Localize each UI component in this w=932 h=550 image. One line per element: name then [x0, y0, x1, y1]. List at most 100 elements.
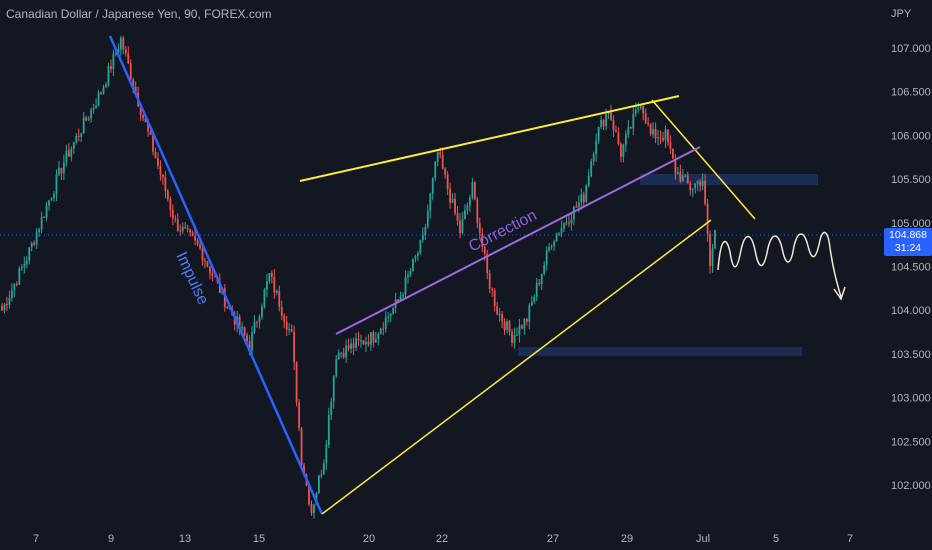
currency-label: JPY: [891, 8, 912, 20]
candle-body: [369, 332, 372, 345]
candle-body: [632, 113, 635, 129]
candle-body: [132, 79, 135, 87]
candle-body: [461, 219, 464, 234]
candle-body: [357, 338, 360, 341]
candle-body: [642, 106, 645, 114]
candle-body: [503, 321, 506, 331]
candle-body: [243, 326, 246, 336]
symbol-title: Canadian Dollar / Japanese Yen, 90, FORE…: [6, 7, 272, 21]
candle-body: [295, 362, 298, 403]
candle-body: [48, 200, 50, 206]
candle-body: [214, 276, 216, 278]
candle-body: [169, 199, 172, 210]
candle-body: [701, 180, 704, 187]
candle-body: [644, 113, 647, 124]
candle-body: [43, 216, 45, 218]
candle-body: [149, 131, 152, 135]
candle-body: [555, 233, 558, 242]
candle-body: [498, 314, 501, 316]
candle-body: [280, 307, 283, 316]
y-tick-label: 107.000: [891, 43, 931, 55]
candle-body: [662, 137, 664, 141]
candle-body: [72, 142, 75, 149]
candle-body: [164, 177, 167, 191]
candle-body: [520, 325, 523, 329]
candle-body: [3, 304, 6, 311]
candle-body: [342, 352, 345, 358]
candle-body: [513, 335, 516, 343]
candle-body: [95, 105, 97, 109]
candle-body: [377, 333, 380, 339]
candle-body: [587, 175, 590, 186]
candle-body: [639, 106, 642, 109]
lower-wedge-line: [321, 219, 712, 515]
candle-body: [362, 340, 365, 345]
candle-body: [543, 265, 546, 274]
candle-body: [545, 250, 548, 266]
candle-body: [201, 248, 204, 261]
candle-body: [704, 180, 706, 204]
candle-body: [191, 232, 194, 237]
candle-body: [476, 199, 479, 224]
candle-body: [60, 167, 63, 174]
candle-body: [273, 276, 276, 293]
time-axis[interactable]: 7 9 13 15 20 22 27 29 Jul 5 7: [33, 533, 853, 545]
candle-body: [261, 306, 263, 317]
candle-body: [174, 218, 177, 220]
price-candles: [1, 35, 716, 519]
candle-body: [374, 338, 377, 343]
candle-body: [265, 281, 268, 290]
candle-body: [654, 128, 657, 139]
candle-body: [699, 181, 702, 187]
breakdown-trend-line: [651, 99, 756, 220]
candle-body: [602, 120, 605, 127]
candle-body: [570, 219, 573, 224]
candle-body: [441, 154, 444, 169]
candle-body: [181, 226, 184, 232]
candle-body: [506, 321, 508, 331]
candle-body: [129, 63, 132, 80]
candle-body: [1, 305, 3, 311]
candle-body: [469, 197, 471, 206]
candle-body: [134, 86, 137, 93]
candle-body: [20, 266, 23, 269]
candle-body: [288, 329, 291, 331]
candle-body: [23, 264, 26, 267]
y-tick-label: 106.000: [891, 130, 931, 142]
candle-body: [538, 282, 541, 285]
candle-body: [530, 301, 533, 306]
candle-body: [647, 123, 650, 125]
candle-body: [511, 331, 513, 343]
candle-body: [486, 253, 489, 274]
candle-body: [518, 325, 521, 336]
candle-body: [298, 402, 300, 429]
candle-body: [585, 185, 588, 203]
candle-body: [114, 52, 117, 54]
candle-body: [53, 193, 55, 199]
candle-body: [119, 37, 122, 50]
candle-body: [226, 306, 229, 308]
y-tick-label: 105.500: [891, 174, 931, 186]
candle-body: [268, 272, 271, 282]
candle-body: [659, 137, 662, 139]
price-axis[interactable]: JPY 107.000106.500106.000105.500105.0001…: [891, 8, 931, 492]
candle-body: [456, 213, 459, 221]
candle-body: [77, 135, 80, 137]
candle-body: [367, 341, 370, 345]
candle-body: [365, 341, 367, 345]
x-tick-label: 29: [621, 533, 633, 545]
candle-body: [30, 242, 33, 248]
candle-body: [558, 233, 560, 235]
candle-body: [711, 248, 714, 267]
candle-body: [100, 92, 102, 94]
candle-body: [157, 158, 159, 166]
candle-body: [686, 175, 689, 184]
candle-body: [664, 129, 667, 141]
y-tick-label: 104.500: [891, 262, 931, 274]
candle-body: [657, 137, 659, 139]
candle-body: [211, 273, 214, 277]
candle-body: [672, 148, 674, 159]
candle-body: [669, 142, 672, 149]
candle-body: [615, 130, 617, 133]
